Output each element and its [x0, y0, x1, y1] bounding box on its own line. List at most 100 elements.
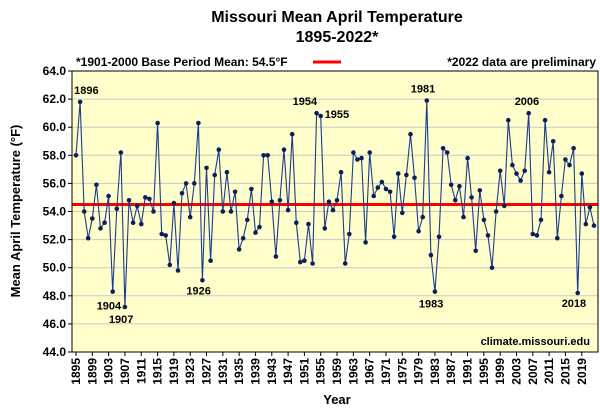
- data-point: [347, 231, 352, 237]
- data-point: [575, 290, 580, 296]
- data-point: [102, 220, 107, 225]
- data-point: [481, 217, 487, 223]
- y-tick-label: 50.0: [43, 261, 67, 275]
- data-point: [542, 117, 548, 123]
- year-annotation: 1904: [97, 301, 122, 313]
- base-period-note: *1901-2000 Base Period Mean: 54.5°F: [76, 55, 288, 69]
- data-point: [200, 278, 205, 283]
- data-point: [196, 120, 201, 126]
- data-point: [326, 199, 332, 204]
- data-point: [461, 214, 466, 220]
- data-point: [526, 110, 531, 116]
- data-point: [298, 259, 303, 265]
- year-annotation: 1896: [74, 85, 98, 97]
- data-point: [518, 178, 523, 183]
- data-point: [555, 235, 560, 241]
- x-tick-label: 1915: [151, 358, 165, 385]
- data-point: [98, 226, 103, 231]
- plot-border: [71, 70, 599, 353]
- data-point: [579, 171, 585, 176]
- data-point: [314, 110, 319, 116]
- data-point: [351, 150, 356, 155]
- x-tick-label: 1919: [167, 358, 181, 385]
- data-point: [506, 117, 511, 123]
- data-point: [473, 248, 479, 254]
- data-point: [155, 120, 160, 126]
- y-axis-ticks: 44.0 46.0 48.0 50.0 52.0 54.0 56.0 58.0 60.0 62.0…: [43, 64, 72, 359]
- data-point: [285, 207, 291, 213]
- data-point: [134, 203, 140, 209]
- data-point: [550, 139, 556, 144]
- data-point: [416, 228, 421, 234]
- data-point: [448, 182, 454, 188]
- y-tick-label: 54.0: [43, 205, 67, 219]
- gridlines: [72, 98, 598, 325]
- data-point: [510, 162, 515, 168]
- data-point: [522, 168, 527, 174]
- source-label: climate.missouri.edu: [481, 336, 590, 348]
- x-tick-label: 1947: [281, 358, 295, 385]
- x-tick-label: 2019: [575, 358, 589, 385]
- y-tick-label: 56.0: [43, 176, 67, 190]
- x-tick-label: 2007: [526, 358, 540, 385]
- x-axis-label: Year: [323, 392, 350, 407]
- data-point: [224, 169, 230, 175]
- data-point: [477, 188, 483, 193]
- data-point: [306, 221, 311, 227]
- data-point: [330, 207, 336, 213]
- year-annotation: 1926: [186, 285, 210, 297]
- data-point: [359, 155, 364, 161]
- data-point: [281, 147, 287, 152]
- x-tick-label: 1983: [428, 358, 442, 385]
- data-point: [567, 162, 572, 168]
- x-tick-label: 1999: [493, 358, 507, 385]
- chart-subtitle: 1895-2022*: [296, 29, 380, 46]
- data-point: [363, 240, 368, 245]
- data-point: [493, 209, 499, 214]
- data-point: [85, 235, 91, 241]
- year-annotation: 2018: [562, 298, 586, 310]
- y-tick-label: 48.0: [43, 289, 67, 303]
- data-point: [469, 195, 474, 200]
- data-point: [147, 196, 152, 202]
- data-point: [171, 200, 177, 206]
- data-point: [77, 99, 83, 105]
- data-point: [126, 198, 132, 203]
- y-tick-label: 44.0: [43, 345, 67, 359]
- data-point: [465, 155, 470, 161]
- data-point: [453, 198, 458, 203]
- data-point: [253, 230, 258, 235]
- data-point: [216, 147, 222, 152]
- data-point: [420, 214, 426, 220]
- data-point: [257, 224, 262, 230]
- x-tick-label: 1955: [314, 358, 328, 385]
- x-tick-label: 1935: [232, 358, 246, 385]
- data-point: [367, 150, 373, 155]
- data-point: [355, 157, 360, 162]
- data-point: [428, 252, 434, 258]
- x-tick-label: 2015: [558, 358, 572, 385]
- data-point: [408, 131, 413, 137]
- chart-title: Missouri Mean April Temperature: [211, 9, 463, 26]
- y-tick-label: 64.0: [43, 64, 67, 78]
- data-point: [371, 193, 377, 199]
- data-point: [440, 146, 446, 151]
- data-point: [183, 181, 189, 186]
- data-point: [587, 205, 593, 210]
- data-point: [400, 210, 405, 216]
- data-point: [538, 217, 544, 223]
- data-point: [163, 233, 168, 238]
- x-tick-label: 1943: [265, 358, 279, 385]
- x-tick-label: 1939: [248, 358, 262, 385]
- data-point: [379, 179, 385, 185]
- data-point: [130, 220, 136, 225]
- y-tick-label: 46.0: [43, 317, 67, 331]
- x-tick-label: 1951: [297, 358, 311, 385]
- data-point: [395, 171, 401, 176]
- data-point: [497, 168, 503, 174]
- data-point: [387, 189, 393, 195]
- data-point: [179, 190, 185, 196]
- data-point: [192, 181, 197, 186]
- data-point: [204, 165, 209, 171]
- x-tick-label: 1963: [346, 358, 360, 385]
